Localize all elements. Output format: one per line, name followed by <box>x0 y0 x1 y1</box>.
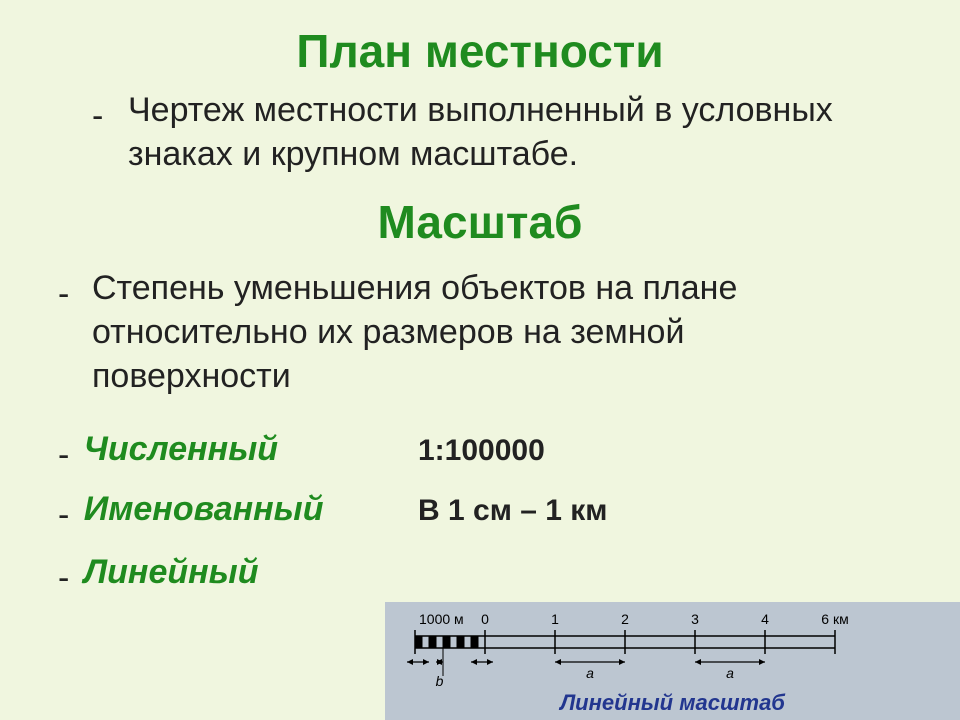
kind-value-named: В 1 см – 1 км <box>418 494 607 528</box>
kind-label-numeric: Численный <box>84 430 278 469</box>
svg-text:2: 2 <box>621 611 629 627</box>
definition-scale: Степень уменьшения объектов на плане отн… <box>92 266 892 398</box>
kind-row-linear: - Линейный <box>58 553 938 598</box>
svg-text:a: a <box>586 665 594 681</box>
kind-label-named: Именованный <box>84 490 324 529</box>
svg-text:4: 4 <box>761 611 769 627</box>
title-scale: Масштаб <box>0 195 960 249</box>
svg-text:1: 1 <box>551 611 559 627</box>
linear-scale-graphic: 0 1 2 3 4 6 км 1000 м b a a Линейный масштаб <box>385 602 960 720</box>
bullet-dash: - <box>92 97 103 136</box>
svg-text:b: b <box>436 673 444 689</box>
svg-text:a: a <box>726 665 734 681</box>
linear-scale-caption: Линейный масштаб <box>385 690 960 716</box>
bullet-dash: - <box>58 559 69 598</box>
title-plan: План местности <box>0 24 960 78</box>
svg-text:1000 м: 1000 м <box>419 611 464 627</box>
kind-row-numeric: - Численный 1:100000 <box>58 430 938 475</box>
bullet-dash: - <box>58 275 69 314</box>
svg-text:6 км: 6 км <box>821 611 848 627</box>
kind-label-linear: Линейный <box>84 553 259 592</box>
bullet-dash: - <box>58 496 69 535</box>
kind-value-numeric: 1:100000 <box>418 434 545 468</box>
svg-text:3: 3 <box>691 611 699 627</box>
kind-row-named: - Именованный В 1 см – 1 км <box>58 490 938 535</box>
definition-plan: Чертеж местности выполненный в условных … <box>128 88 908 176</box>
svg-text:0: 0 <box>481 611 489 627</box>
bullet-dash: - <box>58 436 69 475</box>
slide: План местности - Чертеж местности выполн… <box>0 0 960 720</box>
